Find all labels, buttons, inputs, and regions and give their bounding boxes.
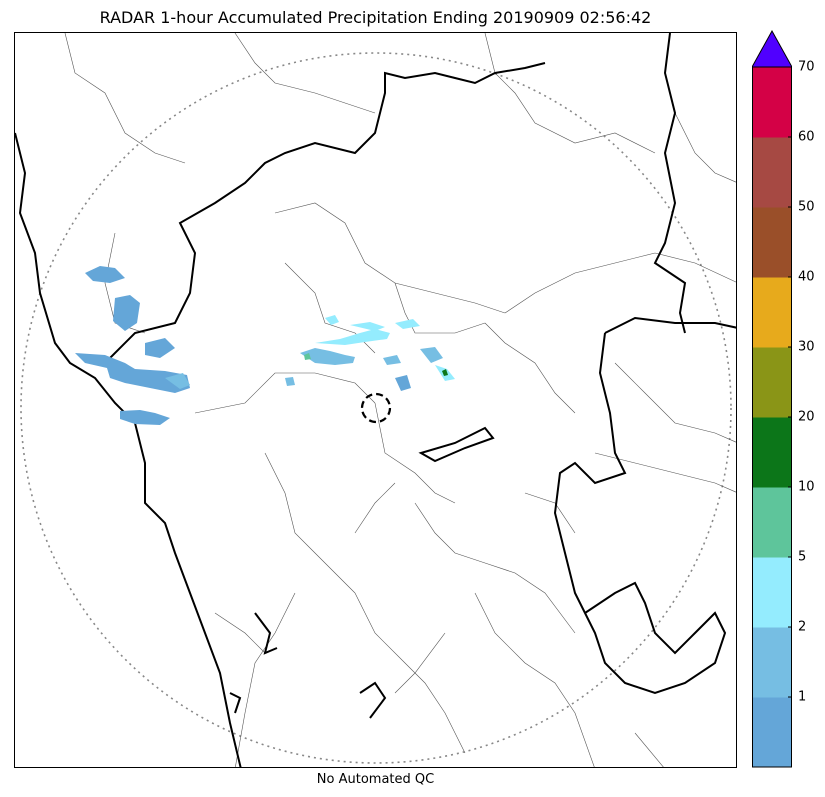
colorbar-segment-30 xyxy=(752,347,792,418)
colorbar-segment-60 xyxy=(752,137,792,208)
precipitation-echoes xyxy=(75,266,455,425)
colorbar-tick-label: 2 xyxy=(798,619,807,635)
chart-title: RADAR 1-hour Accumulated Precipitation E… xyxy=(99,8,652,27)
map-canvas xyxy=(15,33,736,767)
qc-note: No Automated QC xyxy=(316,772,435,787)
colorbar-tick-label: 30 xyxy=(798,339,815,355)
colorbar xyxy=(752,30,792,768)
colorbar-segment-10 xyxy=(752,487,792,558)
colorbar-segment-40 xyxy=(752,277,792,348)
colorbar-segment-1 xyxy=(752,697,792,768)
colorbar-extend-triangle xyxy=(752,30,792,68)
colorbar-tick-label: 1 xyxy=(798,689,807,705)
colorbar-tick-label: 50 xyxy=(798,199,815,215)
colorbar-tick-label: 20 xyxy=(798,409,815,425)
colorbar-segment-50 xyxy=(752,207,792,278)
district-borders xyxy=(64,33,736,767)
colorbar-segment-5 xyxy=(752,557,792,628)
colorbar-tick-label: 70 xyxy=(798,59,815,75)
colorbar-tick-label: 40 xyxy=(798,269,815,285)
colorbar-segment-2 xyxy=(752,627,792,698)
radar-map[interactable] xyxy=(14,32,737,768)
range-ring xyxy=(20,52,732,764)
colorbar-tick-label: 10 xyxy=(798,479,815,495)
colorbar-segment-70 xyxy=(752,67,792,138)
colorbar-tick-label: 5 xyxy=(798,549,807,565)
colorbar-segment-20 xyxy=(752,417,792,488)
colorbar-tick-label: 60 xyxy=(798,129,815,145)
radar-site-marker xyxy=(360,392,392,424)
